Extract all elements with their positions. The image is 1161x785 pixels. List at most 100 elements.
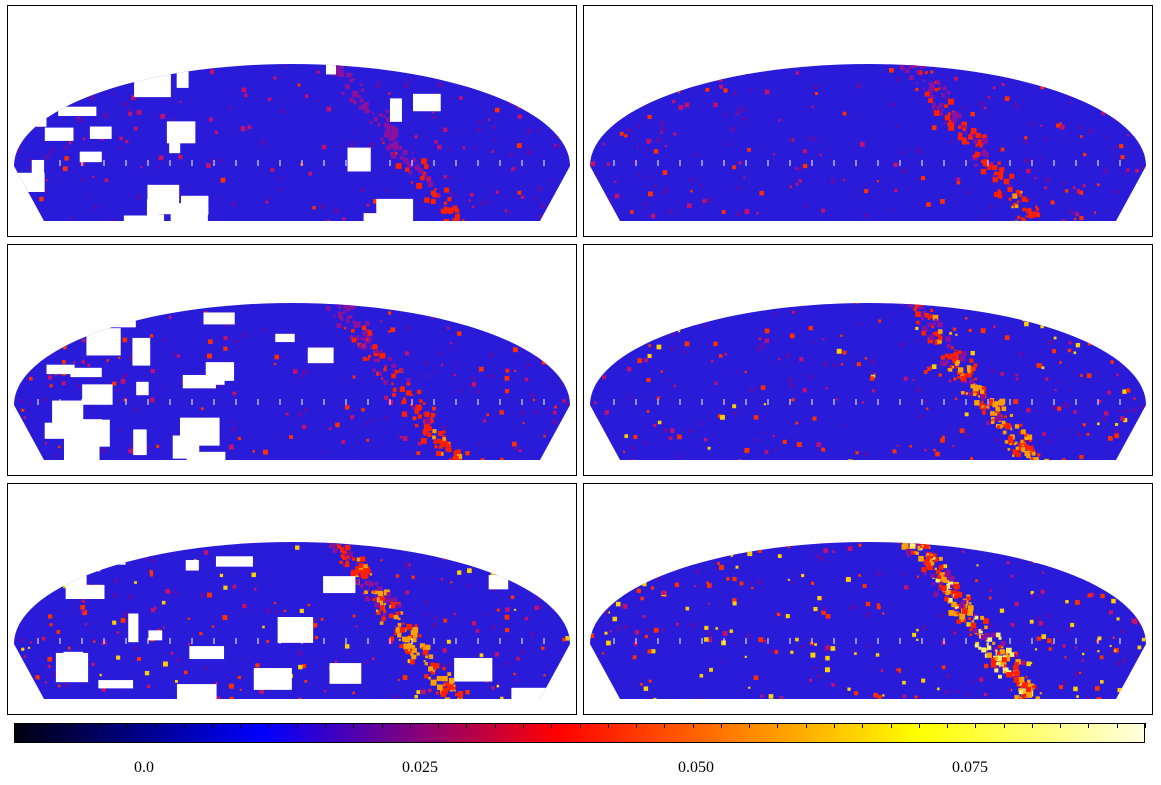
sky-map-speckle bbox=[811, 341, 814, 344]
sky-map-speckle bbox=[455, 268, 459, 272]
sky-map-arc-speckle bbox=[448, 211, 451, 214]
sky-map-speckle bbox=[28, 18, 31, 21]
sky-map-speckle bbox=[361, 408, 365, 412]
sky-map-arc-speckle bbox=[342, 310, 346, 314]
sky-map-arc-speckle bbox=[913, 307, 917, 312]
sky-map-speckle bbox=[1070, 622, 1075, 628]
colorbar-minor-tick bbox=[636, 723, 638, 728]
sky-map-arc-speckle bbox=[923, 559, 930, 566]
sky-map-speckle bbox=[344, 644, 350, 649]
sky-map-arc-speckle bbox=[461, 228, 464, 231]
sky-map-speckle bbox=[23, 655, 27, 658]
sky-map-speckle bbox=[1073, 519, 1075, 521]
sky-map-speckle bbox=[542, 506, 546, 510]
sky-map-speckle bbox=[660, 370, 663, 373]
sky-map-arc-speckle bbox=[980, 394, 986, 400]
sky-map-speckle bbox=[237, 675, 242, 680]
sky-map-arc-speckle bbox=[1033, 704, 1037, 708]
sky-map-speckle bbox=[988, 649, 991, 652]
sky-map-speckle bbox=[646, 410, 650, 413]
sky-map-speckle bbox=[610, 449, 615, 454]
sky-map-speckle bbox=[1123, 417, 1128, 423]
sky-map-speckle bbox=[1032, 593, 1035, 596]
sky-map-speckle bbox=[892, 449, 897, 454]
sky-map-speckle bbox=[617, 24, 621, 28]
sky-map-arc-speckle bbox=[1023, 692, 1027, 696]
sky-map-speckle bbox=[557, 441, 562, 446]
sky-map-speckle bbox=[1074, 672, 1079, 677]
sky-map-speckle bbox=[640, 58, 643, 61]
sky-map-arc-speckle bbox=[310, 39, 313, 42]
sky-map-speckle bbox=[514, 50, 516, 52]
sky-map-speckle bbox=[785, 614, 790, 619]
sky-map-speckle bbox=[108, 258, 111, 261]
sky-map-speckle bbox=[1065, 471, 1069, 475]
sky-map-speckle bbox=[631, 554, 636, 559]
sky-map-speckle bbox=[27, 646, 31, 649]
sky-map-speckle bbox=[1151, 468, 1152, 471]
sky-map-speckle bbox=[157, 628, 161, 632]
sky-map-arc-speckle bbox=[925, 542, 931, 544]
sky-map-speckle bbox=[136, 110, 142, 115]
sky-map-speckle bbox=[1072, 186, 1076, 190]
sky-map-arc-speckle bbox=[986, 645, 992, 650]
sky-map-speckle bbox=[1124, 14, 1127, 17]
sky-map-speckle bbox=[476, 127, 481, 132]
sky-map-speckle bbox=[528, 50, 530, 52]
sky-map-arc-speckle bbox=[335, 283, 338, 286]
sky-map-speckle bbox=[128, 445, 132, 449]
sky-map-background bbox=[590, 64, 1146, 221]
sky-map-speckle bbox=[47, 614, 53, 619]
sky-map-arc-speckle bbox=[1014, 670, 1020, 677]
sky-map-speckle bbox=[557, 680, 562, 685]
sky-map-arc-speckle bbox=[389, 132, 396, 139]
sky-map-arc-speckle bbox=[945, 570, 951, 577]
sky-map-arc-speckle bbox=[398, 146, 402, 151]
sky-map-speckle bbox=[1140, 96, 1144, 100]
sky-map-arc-speckle bbox=[428, 676, 431, 680]
sky-map-speckle bbox=[29, 641, 33, 644]
sky-map-speckle bbox=[482, 419, 487, 423]
sky-map-speckle bbox=[646, 138, 651, 144]
sky-map-speckle bbox=[1079, 454, 1084, 460]
sky-map-mask-patch bbox=[65, 584, 105, 599]
sky-map-arc-speckle bbox=[378, 113, 383, 117]
sky-map-speckle bbox=[1122, 459, 1127, 460]
sky-map-speckle bbox=[323, 451, 327, 454]
sky-map-speckle bbox=[1129, 113, 1135, 118]
sky-map-speckle bbox=[228, 106, 233, 110]
sky-map-speckle bbox=[858, 574, 861, 577]
sky-map-speckle bbox=[611, 217, 616, 221]
sky-map-speckle bbox=[1040, 363, 1043, 366]
sky-map-speckle bbox=[1072, 49, 1077, 54]
sky-map-speckle bbox=[253, 523, 257, 527]
sky-map-speckle bbox=[87, 363, 91, 367]
sky-map-speckle bbox=[1142, 680, 1145, 683]
sky-map-speckle bbox=[815, 486, 820, 491]
sky-map-arc-speckle bbox=[324, 522, 328, 526]
sky-map-speckle bbox=[970, 366, 976, 372]
sky-map-speckle bbox=[941, 73, 944, 76]
colorbar-minor-tick bbox=[155, 723, 157, 728]
sky-map-arc-speckle bbox=[1032, 222, 1035, 225]
sky-map-arc-speckle bbox=[451, 685, 456, 690]
sky-map-speckle bbox=[853, 691, 859, 696]
sky-map-speckle bbox=[128, 355, 133, 360]
sky-map-speckle bbox=[105, 285, 110, 290]
sky-map-arc-speckle bbox=[362, 574, 368, 580]
sky-map-arc-speckle bbox=[916, 60, 919, 63]
sky-map-speckle bbox=[405, 351, 410, 356]
sky-map-arc-speckle bbox=[1026, 434, 1033, 440]
sky-map-arc-speckle bbox=[425, 428, 429, 433]
sky-map-speckle bbox=[497, 518, 501, 522]
sky-map-speckle bbox=[259, 485, 263, 489]
sky-map-speckle bbox=[970, 9, 973, 12]
sky-map-speckle bbox=[738, 106, 743, 111]
sky-map-speckle bbox=[237, 40, 239, 42]
sky-map-speckle bbox=[383, 415, 388, 420]
sky-map-speckle bbox=[1072, 266, 1076, 270]
sky-map-speckle bbox=[894, 188, 898, 193]
sky-map-arc-speckle bbox=[345, 560, 349, 564]
sky-map-speckle bbox=[726, 27, 729, 30]
sky-map-speckle bbox=[108, 497, 111, 500]
